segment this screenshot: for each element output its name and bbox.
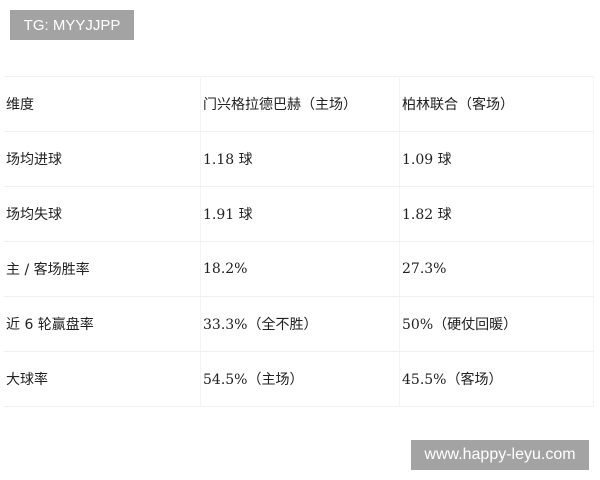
row-label: 大球率 — [4, 351, 201, 407]
home-value: 18.2% — [200, 241, 400, 297]
tg-badge: TG: MYYJJPP — [10, 10, 134, 40]
home-value: 1.18 球 — [200, 131, 400, 187]
header-cell: 门兴格拉德巴赫（主场） — [200, 76, 400, 132]
row-label: 近 6 轮赢盘率 — [4, 296, 201, 352]
away-value: 50%（硬仗回暖） — [399, 296, 594, 352]
row-label: 场均进球 — [4, 131, 201, 187]
table-row: 大球率 54.5%（主场） 45.5%（客场） — [4, 351, 594, 407]
table-row: 场均失球 1.91 球 1.82 球 — [4, 186, 594, 242]
home-value: 54.5%（主场） — [200, 351, 400, 407]
watermark-badge: www.happy-leyu.com — [411, 440, 589, 470]
away-value: 1.09 球 — [399, 131, 594, 187]
header-cell: 柏林联合（客场） — [399, 76, 594, 132]
home-value: 1.91 球 — [200, 186, 400, 242]
table-header-row: 维度 门兴格拉德巴赫（主场） 柏林联合（客场） — [4, 76, 594, 132]
away-value: 27.3% — [399, 241, 594, 297]
home-value: 33.3%（全不胜） — [200, 296, 400, 352]
row-label: 主 / 客场胜率 — [4, 241, 201, 297]
away-value: 1.82 球 — [399, 186, 594, 242]
header-cell: 维度 — [4, 76, 201, 132]
row-label: 场均失球 — [4, 186, 201, 242]
away-value: 45.5%（客场） — [399, 351, 594, 407]
table-row: 场均进球 1.18 球 1.09 球 — [4, 131, 594, 187]
table-row: 近 6 轮赢盘率 33.3%（全不胜） 50%（硬仗回暖） — [4, 296, 594, 352]
comparison-table: 维度 门兴格拉德巴赫（主场） 柏林联合（客场） 场均进球 1.18 球 1.09… — [4, 76, 594, 407]
table-row: 主 / 客场胜率 18.2% 27.3% — [4, 241, 594, 297]
